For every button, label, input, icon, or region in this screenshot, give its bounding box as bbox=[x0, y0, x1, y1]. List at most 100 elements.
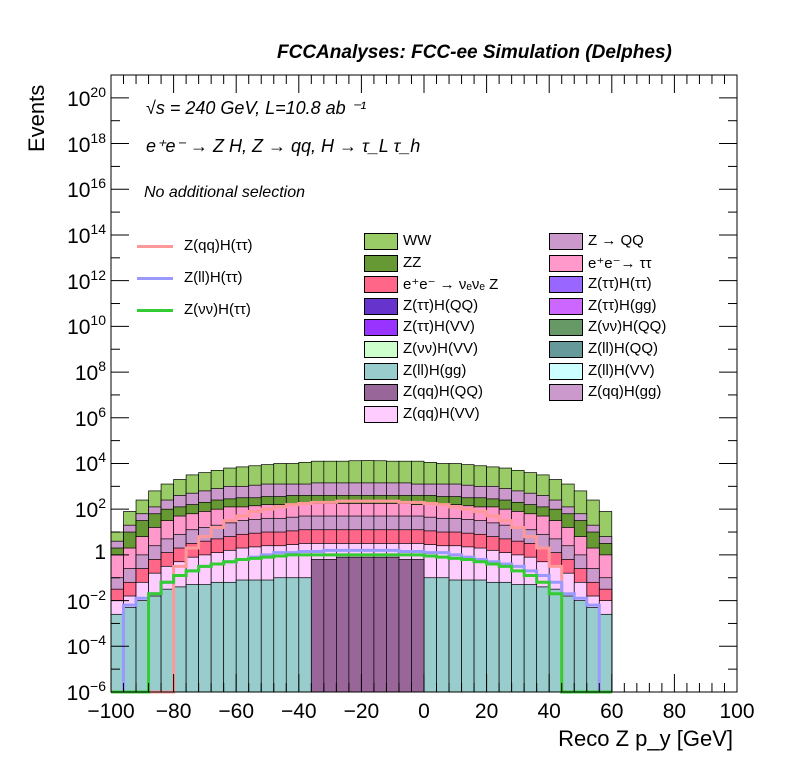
legend-swatch bbox=[364, 341, 398, 358]
legend-swatch bbox=[549, 233, 583, 250]
legend-swatch bbox=[549, 297, 583, 315]
bar-z-ll-h-gg--10 bbox=[235, 579, 250, 693]
bar-z-ll-h-gg--36 bbox=[561, 595, 575, 693]
bar-z-ll-h-gg--5 bbox=[173, 586, 187, 693]
legend-swatch bbox=[364, 319, 398, 337]
legend-label: Z(qq)H(QQ) bbox=[403, 383, 483, 401]
x-tick-label: 20 bbox=[474, 700, 499, 723]
legend-label: Z(νν)H(VV) bbox=[403, 340, 478, 357]
legend-label: Z → QQ bbox=[588, 232, 644, 249]
x-tick-label: 0 bbox=[418, 700, 430, 723]
legend-label: Z(ττ)H(QQ) bbox=[403, 296, 479, 314]
legend-line-swatch bbox=[137, 277, 173, 280]
energy-annotation: √s = 240 GeV, L=10.8 ab ⁻¹ bbox=[146, 98, 367, 118]
x-tick-label: −20 bbox=[343, 700, 380, 723]
bar-z-ll-h-gg--39 bbox=[598, 613, 613, 693]
process-annotation: e⁺e⁻ → Z H, Z → qq, H → τ_L τ_h bbox=[146, 136, 421, 156]
bar-z-ll-h-gg--4 bbox=[160, 588, 174, 693]
legend-label: ZZ bbox=[403, 253, 422, 271]
bar-z-qq-h-qq--17 bbox=[323, 559, 337, 693]
legend-label: Z(ττ)H(ττ) bbox=[588, 275, 652, 293]
y-tick-label: 104 bbox=[74, 449, 106, 477]
y-axis-label: Events bbox=[24, 84, 49, 152]
bar-z-qq-h-qq--16 bbox=[310, 559, 325, 693]
bar-z-ll-h-gg--7 bbox=[198, 584, 212, 693]
legend-label: Z(qq)H(gg) bbox=[588, 383, 662, 401]
bar-z-qq-h-qq--19 bbox=[348, 556, 362, 693]
legend-swatch bbox=[364, 405, 398, 423]
bar-z-qq-h-qq--21 bbox=[373, 556, 387, 693]
x-tick-label: −100 bbox=[87, 700, 135, 723]
legend-swatch bbox=[549, 319, 583, 337]
bar-z-ll-h-gg--32 bbox=[511, 584, 525, 693]
y-tick-label: 1010 bbox=[67, 312, 106, 340]
bar-z-ll-h-gg--28 bbox=[461, 579, 475, 693]
bar-z-ll-h-gg--33 bbox=[523, 584, 538, 693]
legend-swatch bbox=[364, 362, 398, 380]
y-tick-label: 10−6 bbox=[66, 678, 106, 705]
y-tick-label: 1014 bbox=[67, 220, 106, 248]
bar-z-qq-h-qq--23 bbox=[398, 559, 412, 693]
bar-z-qq-h-qq--20 bbox=[361, 556, 375, 693]
y-tick-label: 106 bbox=[74, 403, 106, 431]
legend-swatch bbox=[364, 276, 398, 294]
bar-z-ll-h-gg--12 bbox=[260, 579, 275, 693]
legend-line-swatch bbox=[137, 245, 173, 248]
bar-z-ll-h-gg--35 bbox=[548, 588, 563, 693]
legend-label: e⁺e⁻→ ττ bbox=[588, 254, 652, 272]
legend-line-swatch bbox=[137, 309, 173, 312]
bar-z-ll-h-gg--13 bbox=[273, 577, 287, 693]
x-tick-label: −40 bbox=[280, 700, 317, 723]
legend-swatch bbox=[549, 341, 583, 358]
bar-z-ll-h-gg--2 bbox=[135, 600, 149, 693]
legend-label: Z(ll)H(gg) bbox=[403, 361, 467, 379]
y-tick-label: 1016 bbox=[67, 175, 106, 203]
page-title: FCCAnalyses: FCC-ee Simulation (Delphes) bbox=[277, 42, 672, 63]
x-tick-label: 80 bbox=[662, 700, 687, 723]
overlay-lines bbox=[111, 499, 612, 694]
y-tick-label: 1018 bbox=[67, 129, 106, 157]
legend-swatch bbox=[549, 384, 583, 402]
bar-z-ll-h-gg--25 bbox=[423, 577, 437, 693]
y-tick-label: 1012 bbox=[67, 266, 106, 294]
legend-label: Z(νν)H(QQ) bbox=[588, 318, 667, 336]
x-tick-label: 100 bbox=[719, 700, 755, 723]
legend-swatch bbox=[549, 276, 583, 294]
x-tick-label: −80 bbox=[155, 700, 192, 723]
bar-z-qq-h-qq--18 bbox=[336, 556, 350, 693]
x-axis-label: Reco Z p_y [GeV] bbox=[558, 726, 733, 751]
y-tick-label: 102 bbox=[74, 495, 106, 523]
legend-line-label: Z(ll)H(ττ) bbox=[184, 269, 243, 286]
legend-swatch bbox=[364, 384, 398, 402]
x-tick-label: 40 bbox=[537, 700, 561, 723]
legend-label: Z(ττ)H(gg) bbox=[588, 296, 657, 314]
bar-z-ll-h-gg--9 bbox=[223, 581, 237, 693]
bar-z-ll-h-gg--37 bbox=[573, 600, 588, 693]
legend-line-label: Z(νν)H(ττ) bbox=[184, 301, 251, 318]
bar-z-ll-h-gg--0 bbox=[110, 613, 124, 693]
bar-z-ll-h-gg--27 bbox=[448, 579, 462, 693]
legend-label: Z(ll)H(VV) bbox=[588, 361, 655, 379]
bar-z-ll-h-gg--26 bbox=[436, 577, 450, 693]
legend-swatch bbox=[364, 297, 398, 315]
bar-z-ll-h-gg--14 bbox=[285, 577, 300, 693]
bar-z-ll-h-gg--31 bbox=[498, 581, 512, 693]
legend-label: WW bbox=[403, 232, 432, 249]
legend-swatch bbox=[364, 254, 398, 272]
bar-z-ll-h-gg--34 bbox=[536, 586, 550, 693]
legend-label: Z(ττ)H(VV) bbox=[403, 318, 475, 336]
y-tick-label: 108 bbox=[74, 358, 106, 386]
axis-ticks bbox=[110, 74, 738, 693]
legend-label: Z(qq)H(VV) bbox=[403, 404, 480, 422]
bar-z-ll-h-gg--6 bbox=[185, 584, 199, 693]
bar-z-ll-h-gg--15 bbox=[298, 577, 312, 693]
bar-z-ll-h-gg--11 bbox=[248, 579, 262, 693]
legend-line-label: Z(qq)H(ττ) bbox=[184, 237, 253, 254]
y-tick-label: 1 bbox=[94, 540, 106, 564]
line-series-0 bbox=[111, 499, 612, 694]
y-tick-label: 1020 bbox=[67, 83, 106, 111]
legend-label: Z(ll)H(QQ) bbox=[588, 340, 658, 357]
bar-z-ll-h-gg--30 bbox=[486, 581, 500, 693]
x-tick-label: −60 bbox=[218, 700, 254, 723]
